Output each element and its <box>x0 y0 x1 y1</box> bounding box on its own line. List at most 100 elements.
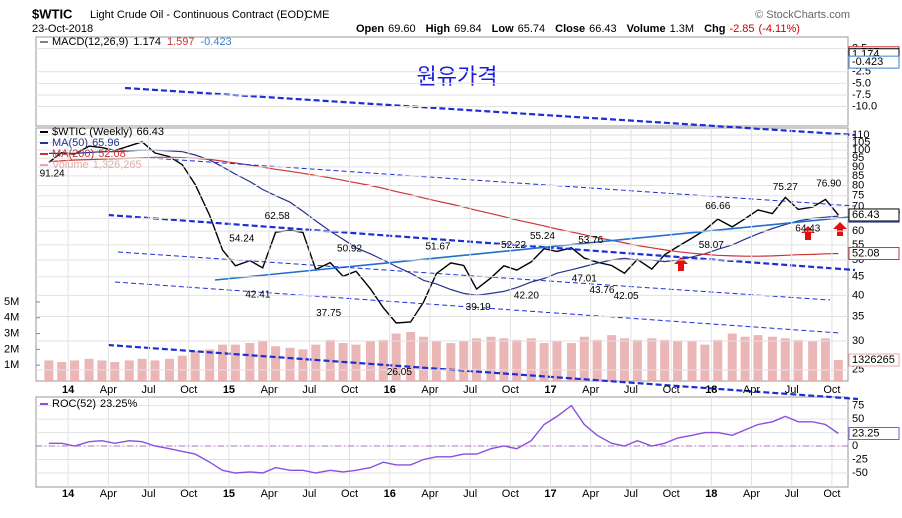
quote-label: Open <box>356 23 384 35</box>
volume-bar <box>285 347 295 381</box>
value-box-label: 1326265 <box>852 354 895 366</box>
price-label: 52.22 <box>501 240 526 251</box>
volume-bar <box>820 338 830 381</box>
price-label: 55.24 <box>530 231 555 242</box>
y-tick-label: -25 <box>852 453 868 465</box>
trendline <box>107 343 859 401</box>
volume-bar <box>753 335 763 381</box>
x-tick-label: 16 <box>384 488 396 500</box>
trendline <box>107 213 856 272</box>
value-box-label: 66.43 <box>852 209 880 221</box>
volume-bar <box>833 360 843 381</box>
x-tick-label: Jul <box>624 488 638 500</box>
legend-value: 1,326,265 <box>93 159 142 171</box>
y-tick-label: -5.0 <box>852 77 871 89</box>
volume-bar <box>311 344 321 381</box>
x-tick-label: Apr <box>261 384 278 396</box>
legend-name: MA(50) <box>52 137 88 149</box>
x-tick-label: Oct <box>663 384 680 396</box>
legend-value: 66.43 <box>136 126 164 138</box>
instrument-name: Light Crude Oil - Continuous Contract (E… <box>90 9 308 21</box>
y-tick-label: 50 <box>852 413 864 425</box>
volume-bar <box>552 341 562 381</box>
legend-value: 65.96 <box>92 137 120 149</box>
volume-bar <box>97 360 107 381</box>
roc-panel <box>35 396 849 488</box>
price-label: 37.75 <box>316 308 341 319</box>
x-tick-label: Oct <box>180 488 197 500</box>
y-tick-label: -50 <box>852 467 868 479</box>
annotation: 원유가격 <box>417 65 498 90</box>
volume-bar <box>808 341 818 381</box>
y-tick-label: 100 <box>852 144 870 156</box>
legend-value: 23.25% <box>100 398 138 410</box>
volume-bar <box>406 331 416 381</box>
volume-bar <box>271 346 281 381</box>
value-box-label: -0.423 <box>852 56 883 68</box>
volume-bar <box>660 339 670 381</box>
volume-bar <box>446 343 456 381</box>
volume-bar <box>150 360 160 381</box>
volume-bar <box>700 344 710 381</box>
x-tick-label: Apr <box>421 488 438 500</box>
x-tick-label: Apr <box>743 488 760 500</box>
volume-bar <box>687 341 697 381</box>
price-label: 91.24 <box>40 168 65 179</box>
series-line <box>48 141 839 324</box>
value-box-label: 52.08 <box>852 247 880 259</box>
trendline <box>114 281 841 334</box>
volume-bar <box>607 335 617 381</box>
x-tick-label: Jul <box>785 384 799 396</box>
x-tick-label: Jul <box>142 384 156 396</box>
value-box <box>848 427 900 441</box>
volume-bar <box>579 336 589 381</box>
macd-panel <box>35 36 849 127</box>
x-tick-label: Oct <box>341 488 358 500</box>
legend-name: $WTIC (Weekly) <box>52 126 132 138</box>
value-box <box>848 55 900 69</box>
volume-bar <box>566 343 576 381</box>
arrow <box>833 222 847 236</box>
quote-label: Close <box>555 23 585 35</box>
legend-value: 1.174 <box>133 36 161 48</box>
x-tick-label: 15 <box>223 384 235 396</box>
legend-value: 1.597 <box>167 36 195 48</box>
x-tick-label: Apr <box>100 488 117 500</box>
quote-label: Chg <box>704 23 725 35</box>
volume-bar <box>486 336 496 381</box>
volume-bar <box>740 336 750 381</box>
x-tick-label: 17 <box>544 488 556 500</box>
price-label: 75.27 <box>773 182 798 193</box>
y-tick-label: 40 <box>852 289 864 301</box>
arrows <box>674 222 847 271</box>
volume-bar <box>419 336 429 381</box>
volume-bar <box>57 362 67 381</box>
price-label: 66.66 <box>705 201 730 212</box>
volume-bar <box>499 338 509 381</box>
value-box <box>848 247 900 261</box>
x-tick-label: Oct <box>502 384 519 396</box>
trendline <box>214 211 901 281</box>
price-label: 58.07 <box>699 240 724 251</box>
quote-value: -2.85 <box>729 23 754 35</box>
volume-bar <box>713 339 723 381</box>
x-tick-label: Apr <box>421 384 438 396</box>
y-tick-label: 85 <box>852 170 864 182</box>
quote-value: 1.3M <box>670 23 694 35</box>
y2-tick-label: 2M <box>4 343 19 355</box>
volume-bar <box>780 338 790 381</box>
x-tick-label: Jul <box>302 384 316 396</box>
volume-bar <box>177 355 187 381</box>
price-label: 62.58 <box>265 211 290 222</box>
legend-name: Volume <box>52 159 89 171</box>
x-tick-label: Oct <box>180 384 197 396</box>
price-panel <box>35 127 849 382</box>
quote-value: 65.74 <box>518 23 546 35</box>
volume-bar <box>258 341 268 381</box>
legend-name: MA(200) <box>52 148 94 160</box>
quote-label: Volume <box>627 23 666 35</box>
volume-bar <box>767 336 777 381</box>
x-tick-label: Oct <box>502 488 519 500</box>
price-label: 50.92 <box>337 244 362 255</box>
